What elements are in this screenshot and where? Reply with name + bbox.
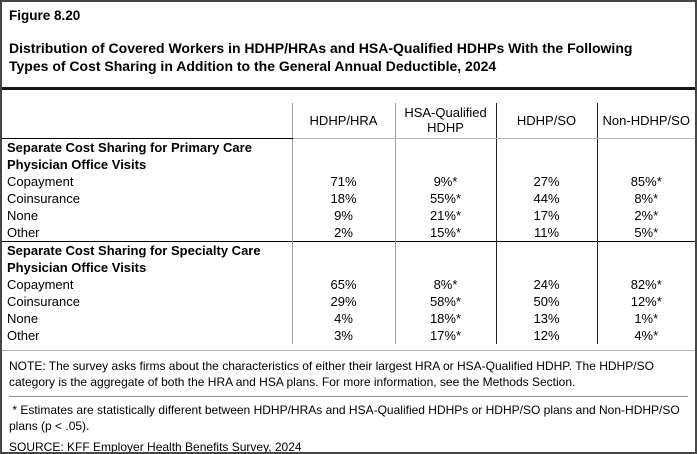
- figure-header: Figure 8.20 Distribution of Covered Work…: [2, 2, 695, 90]
- row-label: Copayment: [7, 277, 74, 292]
- row-label: None: [7, 311, 39, 326]
- row-label: Other: [7, 328, 40, 343]
- cell-value: 50%: [495, 293, 597, 310]
- estimates-footnote: * Estimates are statistically different …: [9, 403, 684, 433]
- cell-value: 8%*: [596, 190, 695, 207]
- figure-number: Figure 8.20: [9, 8, 81, 23]
- table-row: Coinsurance 29% 58%* 50% 12%*: [2, 293, 695, 310]
- cell-value: 44%: [495, 190, 597, 207]
- column-header-hsa-qualified-hdhp: HSA-Qualified HDHP: [394, 103, 496, 139]
- section-header-row-specialty-care: Separate Cost Sharing for Specialty Care…: [2, 241, 695, 276]
- cell-value: 65%: [291, 276, 395, 293]
- cell-value: 8%*: [394, 276, 496, 293]
- table-row: None 4% 18%* 13% 1%*: [2, 310, 695, 327]
- table-row: Coinsurance 18% 55%* 44% 8%*: [2, 190, 695, 207]
- cell-value: 2%*: [596, 207, 695, 224]
- cell-value: 21%*: [394, 207, 496, 224]
- cell-value: 17%: [495, 207, 597, 224]
- cell-value: 3%: [291, 327, 395, 344]
- cell-value: 85%*: [596, 173, 695, 190]
- figure-notes: NOTE: The survey asks firms about the ch…: [2, 351, 695, 454]
- cell-value: 4%: [291, 310, 395, 327]
- figure-title: Distribution of Covered Workers in HDHP/…: [9, 40, 633, 74]
- row-label: None: [7, 208, 39, 223]
- note-text: NOTE: The survey asks firms about the ch…: [9, 358, 688, 397]
- column-header-row: HDHP/HRA HSA-Qualified HDHP HDHP/SO Non-…: [2, 103, 695, 139]
- cell-value: 12%*: [596, 293, 695, 310]
- section-header-label: Separate Cost Sharing for Specialty Care…: [2, 241, 292, 276]
- table-row: Copayment 65% 8%* 24% 82%*: [2, 276, 695, 293]
- source-text: SOURCE: KFF Employer Health Benefits Sur…: [9, 440, 302, 454]
- cell-value: 58%*: [394, 293, 496, 310]
- cell-value: 71%: [291, 173, 395, 190]
- section-header-row-primary-care: Separate Cost Sharing for Primary Care P…: [2, 138, 695, 173]
- cell-value: 18%: [291, 190, 395, 207]
- table-row: Copayment 71% 9%* 27% 85%*: [2, 173, 695, 190]
- table-row: Other 2% 15%* 11% 5%*: [2, 224, 695, 242]
- cell-value: 15%*: [394, 224, 496, 242]
- table-row: None 9% 21%* 17% 2%*: [2, 207, 695, 224]
- cell-value: 27%: [495, 173, 597, 190]
- cell-value: 24%: [495, 276, 597, 293]
- column-header-non-hdhp-so: Non-HDHP/SO: [596, 103, 695, 139]
- section-header-label: Separate Cost Sharing for Primary Care P…: [7, 140, 252, 172]
- table-row: Other 3% 17%* 12% 4%*: [2, 327, 695, 344]
- cell-value: 17%*: [394, 327, 496, 344]
- cost-sharing-table: HDHP/HRA HSA-Qualified HDHP HDHP/SO Non-…: [2, 103, 695, 351]
- cell-value: 5%*: [596, 224, 695, 242]
- row-label: Copayment: [7, 174, 74, 189]
- row-label: Other: [7, 225, 40, 240]
- cell-value: 82%*: [596, 276, 695, 293]
- cell-value: 18%*: [394, 310, 496, 327]
- table-bottom-rule: [2, 344, 695, 351]
- cell-value: 55%*: [394, 190, 496, 207]
- column-header-blank: [2, 103, 292, 139]
- cell-value: 9%*: [394, 173, 496, 190]
- row-label: Coinsurance: [7, 191, 80, 206]
- cell-value: 29%: [291, 293, 395, 310]
- column-header-hdhp-hra: HDHP/HRA: [291, 103, 395, 139]
- cell-value: 12%: [495, 327, 597, 344]
- cell-value: 13%: [495, 310, 597, 327]
- cell-value: 1%*: [596, 310, 695, 327]
- cell-value: 9%: [291, 207, 395, 224]
- cell-value: 4%*: [596, 327, 695, 344]
- column-header-hdhp-so: HDHP/SO: [495, 103, 597, 139]
- cell-value: 2%: [291, 224, 395, 242]
- row-label: Coinsurance: [7, 294, 80, 309]
- cell-value: 11%: [495, 224, 597, 242]
